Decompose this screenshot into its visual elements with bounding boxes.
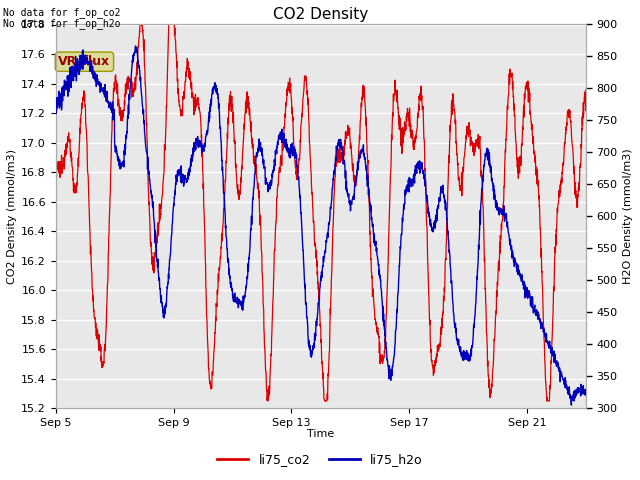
Y-axis label: CO2 Density (mmol/m3): CO2 Density (mmol/m3) [7,149,17,284]
Text: No data for f_op_h2o: No data for f_op_h2o [3,18,121,29]
X-axis label: Time: Time [307,430,335,440]
Y-axis label: H2O Density (mmol/m3): H2O Density (mmol/m3) [623,149,633,284]
Text: VR_flux: VR_flux [58,55,111,68]
Text: No data for f_op_co2: No data for f_op_co2 [3,7,121,18]
Title: CO2 Density: CO2 Density [273,7,369,22]
Legend: li75_co2, li75_h2o: li75_co2, li75_h2o [212,448,428,471]
